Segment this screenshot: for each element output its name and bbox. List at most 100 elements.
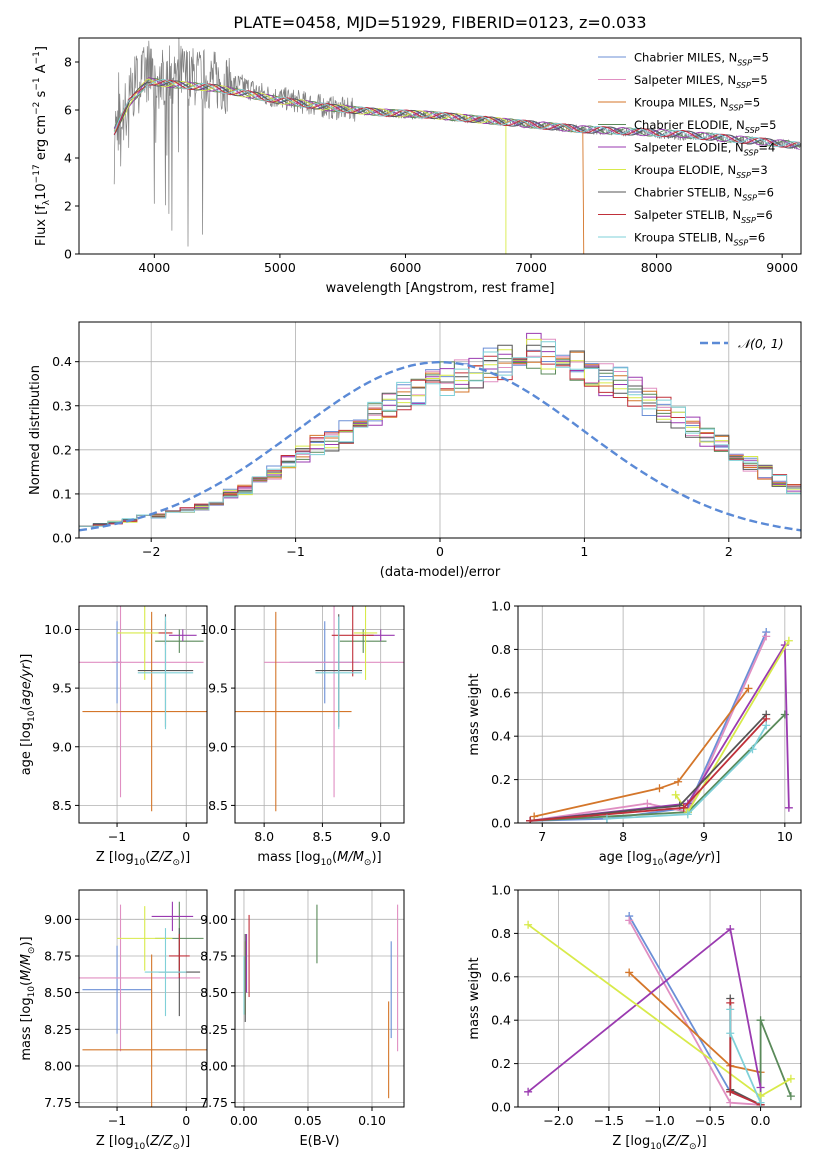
label-part: ⊙ <box>172 1142 180 1152</box>
age_vs_Z-ytick-label: 9.0 <box>52 739 72 754</box>
label-part: ( <box>145 850 150 865</box>
label-part: =5 <box>760 118 777 132</box>
legend-label: Chabrier STELIB, NSSP=6 <box>634 186 774 203</box>
label-part: 10 <box>134 858 146 868</box>
spectrum-ytick-label: 2 <box>64 199 72 214</box>
label-part: SSP <box>745 126 760 135</box>
label-part: )] <box>19 654 34 664</box>
mass_vs_Z-ytick-label: 8.50 <box>44 985 72 1000</box>
mass_vs_Z-xlabel: Z [log10(Z/Z⊙)] <box>96 1134 190 1152</box>
age_vs_mass-xtick-label: 8.5 <box>312 829 332 844</box>
hist-kroupa-miles <box>79 351 801 527</box>
weight_vs_Z-ytick-label: 1.0 <box>491 883 511 898</box>
spectrum-xtick-label: 7000 <box>515 260 547 275</box>
errorbar-kroupa-stelib <box>144 928 187 1017</box>
label-part: ⊙ <box>689 1142 697 1152</box>
mass_vs_Z-xtick-label: 0 <box>182 1113 190 1128</box>
label-part: )] <box>180 1134 190 1149</box>
errorbar-kroupa-stelib <box>315 616 363 730</box>
residual_hist-ytick-label: 0.4 <box>52 354 72 369</box>
age_vs_Z-ytick-label: 9.5 <box>52 681 72 696</box>
label-part: =5 <box>743 96 760 110</box>
weight-point-salpeter-elodie <box>784 803 793 812</box>
weight_vs_age-xtick-label: 10 <box>777 829 793 844</box>
errorbar-salpeter-elodie <box>151 901 194 932</box>
weight-point-chabrier-elodie <box>756 1016 765 1025</box>
age_vs_mass-xtick-label: 8.0 <box>254 829 274 844</box>
weight-point-kroupa-stelib <box>762 721 771 730</box>
spectrum-xtick-label: 8000 <box>641 260 673 275</box>
errorbar-salpeter-miles <box>79 904 201 1052</box>
label-part: 10 <box>652 858 664 868</box>
label-part: mass [log <box>19 997 34 1060</box>
label-part: age [log <box>599 850 652 865</box>
label-part: ( <box>19 981 34 986</box>
label-part: Chabrier ELODIE, N <box>634 118 745 132</box>
age_vs_mass-axes: 8.0 8.5 9.0 8.5 9.0 9.5 10.0 mass [log10(M/M⊙)] <box>200 605 405 868</box>
age_vs_mass-ytick-label: 9.0 <box>208 739 228 754</box>
weight_vs_age-frame <box>517 605 802 824</box>
age_vs_mass-ytick-label: 10.0 <box>200 622 228 637</box>
residual_hist-xlabel: (data-model)/error <box>380 565 501 580</box>
residual_hist-plot-area <box>79 332 801 532</box>
label-part: −2 <box>32 102 42 115</box>
label-part: mass [log <box>257 850 320 865</box>
mass_vs_Z-ytick-label: 8.00 <box>44 1058 72 1073</box>
weight_vs_age-ytick-label: 0.6 <box>491 685 511 700</box>
weight_vs_Z-xlabel: Z [log10(Z/Z⊙)] <box>612 1134 706 1152</box>
weight-point-kroupa-miles <box>744 684 753 693</box>
spectrum-model-salpeter-elodie <box>113 77 800 150</box>
age_vs_Z-frame <box>78 605 208 824</box>
label-part: SSP <box>737 59 752 68</box>
weight_vs_age-plot-area <box>526 628 793 823</box>
spectrum-model-kroupa-elodie <box>113 78 507 254</box>
mass_vs_EBV-ytick-label: 8.75 <box>200 948 228 963</box>
errorbar-salpeter-miles <box>264 606 404 798</box>
mass_vs_EBV-xtick-label: 0.05 <box>294 1113 322 1128</box>
label-part: M/M <box>337 850 364 865</box>
mass_vs_EBV-ytick-label: 8.25 <box>200 1022 228 1037</box>
weight-point-kroupa-miles <box>530 812 539 821</box>
weight-point-kroupa-stelib <box>756 1098 765 1107</box>
label-part: −17 <box>32 164 42 183</box>
mass_vs_EBV-ytick-label: 7.75 <box>200 1095 228 1110</box>
weight-line-kroupa-stelib <box>606 724 767 820</box>
spectrum-xtick-label: 6000 <box>390 260 422 275</box>
errorbar-salpeter-elodie <box>168 629 197 642</box>
spectrum-ytick-label: 8 <box>64 55 72 70</box>
label-part: ( <box>663 850 668 865</box>
spectrum-model-kroupa-stelib <box>113 79 800 148</box>
residual_hist-xtick-label: −1 <box>286 544 304 559</box>
weight_vs_Z-ytick-label: 0.8 <box>491 926 511 941</box>
label-part: Chabrier MILES, N <box>634 51 737 65</box>
residual_hist-ytick-label: 0.2 <box>52 442 72 457</box>
label-part: 10 <box>650 1142 662 1152</box>
label-part: erg cm <box>34 115 49 164</box>
label-part: Z/Z <box>149 1134 173 1149</box>
mass_vs_EBV-ytick-label: 8.00 <box>200 1058 228 1073</box>
mass_vs_EBV-plot-area <box>243 904 399 1099</box>
label-part: =6 <box>756 208 773 222</box>
mass_vs_EBV-xlabel: E(B-V) <box>299 1134 339 1149</box>
weight_vs_age-xlabel: age [log10(age/yr)] <box>599 850 721 868</box>
weight-point-salpeter-elodie <box>756 1083 765 1092</box>
label-part: age/yr <box>668 850 711 865</box>
weight_vs_Z-plot-area <box>524 912 795 1107</box>
weight_vs_Z-ytick-label: 0.6 <box>491 969 511 984</box>
weight-point-kroupa-stelib <box>602 814 611 823</box>
spectrum-xtick-label: 9000 <box>766 260 798 275</box>
spectrum-ytick-label: 4 <box>64 151 72 166</box>
label-part: =6 <box>748 231 765 245</box>
mass_vs_Z-ytick-label: 8.25 <box>44 1022 72 1037</box>
label-part: A <box>34 64 49 77</box>
weight_vs_Z-axes: −2.0 −1.5 −1.0 −0.5 0.0 0.0 0.2 0.4 0.6 0.8 1.0 Z [… <box>467 883 802 1152</box>
label-part: −1 <box>32 77 42 90</box>
label-part: =4 <box>758 141 775 155</box>
weight-point-chabrier-elodie <box>786 1092 795 1101</box>
label-part: )] <box>180 850 190 865</box>
age_vs_mass-ytick-label: 8.5 <box>208 798 228 813</box>
label-part: λ <box>42 199 52 205</box>
weight-point-kroupa-stelib <box>726 1005 735 1014</box>
